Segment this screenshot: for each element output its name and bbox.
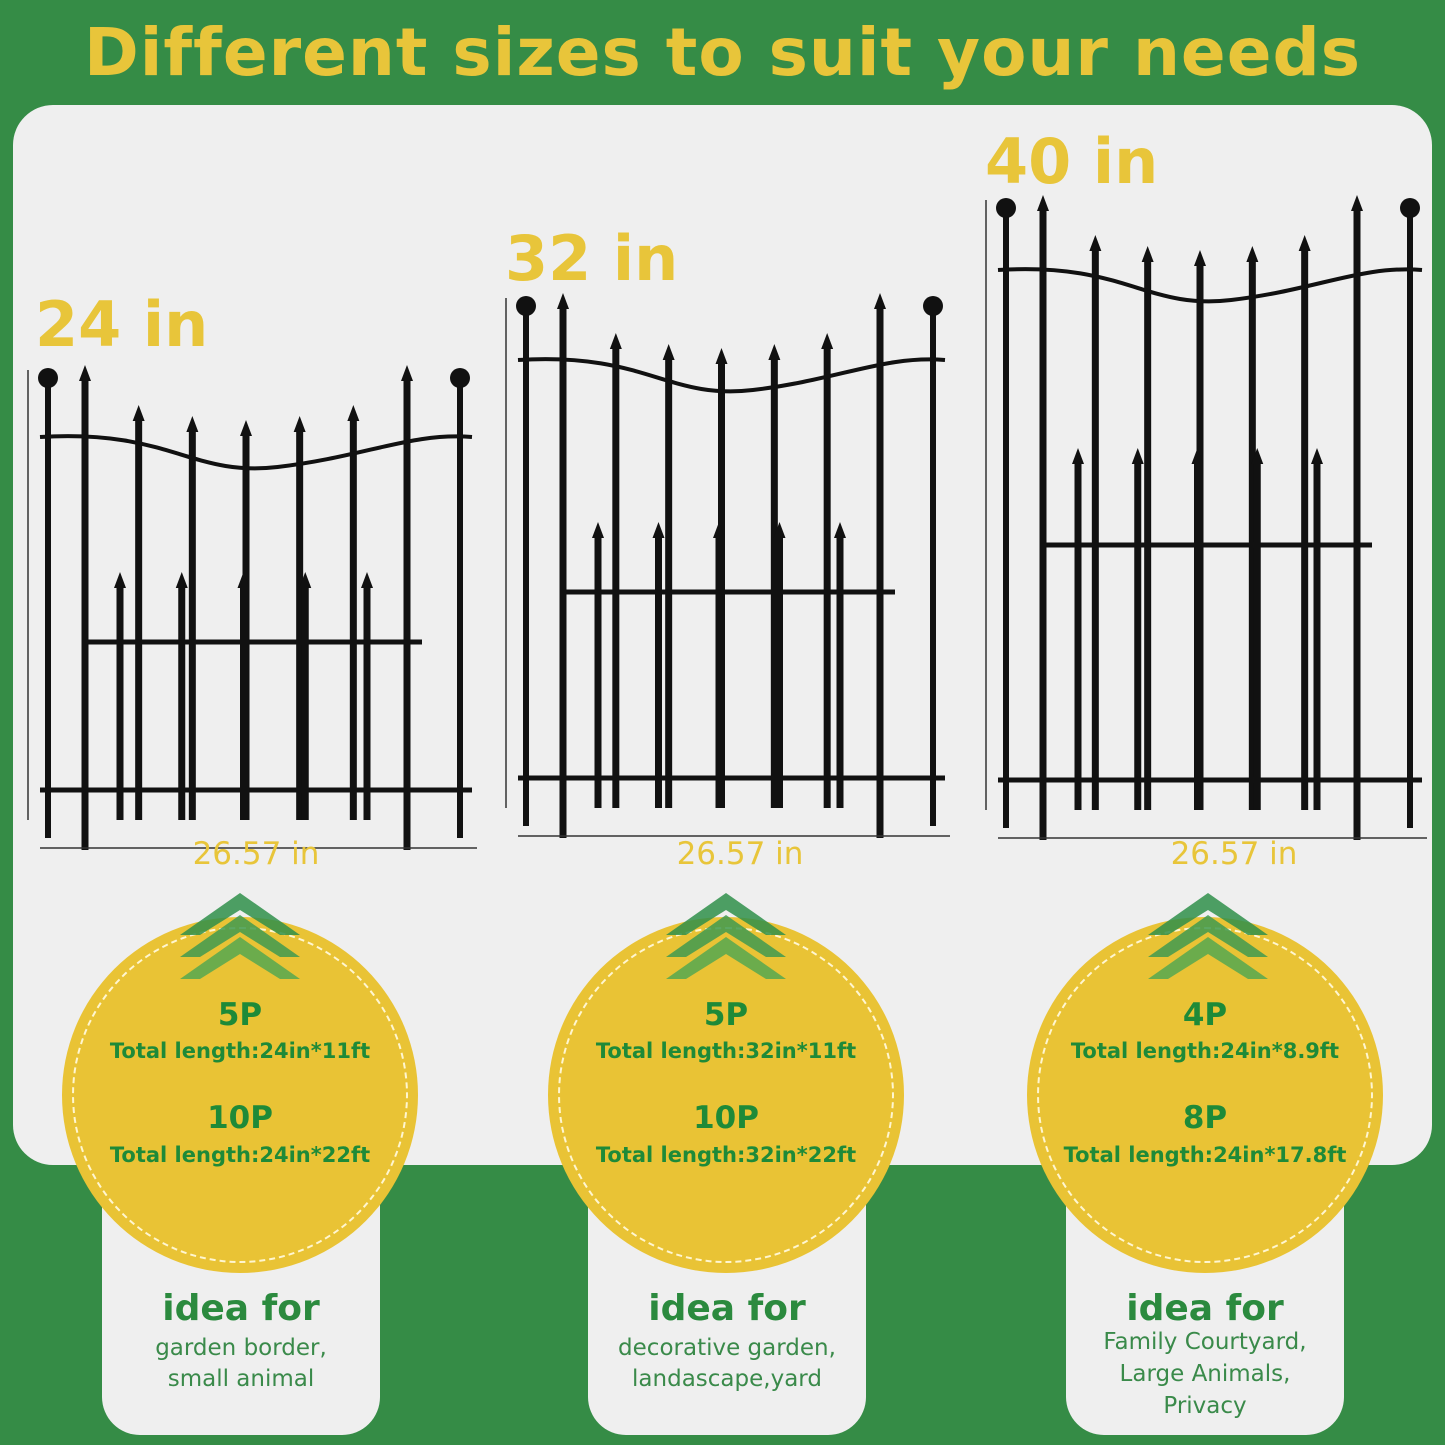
total-length: Total length:32in*22ft <box>595 1143 857 1167</box>
fence-32-picket-tip <box>874 293 886 309</box>
fence-40-short-picket-tip <box>1131 448 1144 464</box>
fence-24-picket-tip <box>240 420 252 436</box>
pack-count: 4P <box>1182 997 1228 1033</box>
fence-40-short-picket-tip <box>1311 448 1323 464</box>
pack-count: 5P <box>703 997 749 1033</box>
fence-40-post-ball <box>996 198 1016 218</box>
width-label-32: 26.57 in <box>676 836 804 872</box>
pack-count: 5P <box>217 997 263 1033</box>
fence-24-post-ball <box>450 368 470 388</box>
fence-32-picket-tip <box>821 333 834 349</box>
fence-40-short-picket-tip <box>1072 448 1084 464</box>
chevron-up-icon <box>1148 937 1268 979</box>
fence-24-short-picket-tip <box>299 572 312 588</box>
pack-circle-40: 4P Total length:24in*8.9ft 8P Total leng… <box>1027 917 1383 1273</box>
fence-32-short-picket-tip <box>713 522 725 538</box>
fence-32-picket-tip <box>768 343 781 360</box>
pack-circle-32: 5P Total length:32in*11ft 10P Total leng… <box>548 917 904 1273</box>
width-label-24: 26.57 in <box>192 836 320 872</box>
chevron-up-icon <box>180 893 300 935</box>
fence-24-short-picket-tip <box>114 572 126 588</box>
fence-24-short-picket-tip <box>175 572 188 588</box>
fence-40-picket-tip <box>1194 250 1206 266</box>
fence-24-short-picket-tip <box>361 572 373 588</box>
pack-count: 8P <box>1182 1100 1228 1136</box>
fence-24-picket-tip <box>401 365 413 381</box>
chevron-up-icon <box>1148 893 1268 935</box>
chevron-up-icon <box>666 915 786 957</box>
use-list: decorative garden, landascape,yard <box>588 1333 866 1395</box>
page-title: Different sizes to suit your needs <box>84 14 1361 91</box>
chevron-up-icon <box>1148 915 1268 957</box>
idea-heading: idea for <box>162 1288 320 1329</box>
total-length: Total length:24in*8.9ft <box>1070 1039 1340 1063</box>
fence-40-top-rail <box>997 267 1423 304</box>
fence-24-picket-tip <box>186 415 199 432</box>
fence-32-picket-tip <box>662 343 675 360</box>
use-item: garden border, <box>155 1335 327 1361</box>
chevron-up-icon <box>666 893 786 935</box>
fence-24-picket-tip <box>132 405 145 421</box>
idea-heading: idea for <box>1126 1288 1284 1329</box>
use-item: Family Courtyard, <box>1103 1329 1307 1355</box>
fence-40-short-picket-tip <box>1191 448 1204 464</box>
fence-32-short-picket-tip <box>773 522 786 538</box>
total-length: Total length:24in*22ft <box>109 1143 371 1167</box>
use-list: garden border, small animal <box>102 1333 380 1395</box>
total-length: Total length:24in*11ft <box>109 1039 371 1063</box>
fence-40-picket-tip <box>1298 235 1311 251</box>
chevron-up-icon <box>180 937 300 979</box>
fence-32-short-picket-tip <box>834 522 846 538</box>
fence-40-picket-tip <box>1141 245 1154 262</box>
use-item: Privacy <box>1163 1393 1247 1419</box>
fence-32-picket-tip <box>715 348 728 364</box>
pack-count: 10P <box>693 1100 759 1136</box>
fence-24-short-picket-tip <box>237 572 250 588</box>
use-list: Family Courtyard, Large Animals, Privacy <box>1066 1326 1344 1422</box>
use-item: small animal <box>167 1366 315 1392</box>
height-label-40: 40 in <box>985 125 1159 198</box>
fence-24-post-ball <box>38 368 58 388</box>
total-length: Total length:24in*17.8ft <box>1063 1143 1347 1167</box>
fence-40-picket-tip <box>1089 235 1102 251</box>
total-length: Total length:32in*11ft <box>595 1039 857 1063</box>
fence-32-post-ball <box>923 296 943 316</box>
fence-40-picket-tip <box>1246 245 1259 262</box>
fence-40-post-ball <box>1400 198 1420 218</box>
use-item: decorative garden, <box>618 1335 836 1361</box>
pack-count: 10P <box>207 1100 273 1136</box>
width-label-40: 26.57 in <box>1170 836 1298 872</box>
fence-24-picket-tip <box>293 415 306 432</box>
fence-32-post-ball <box>516 296 536 316</box>
use-item: Large Animals, <box>1119 1361 1291 1387</box>
fence-24-picket-tip <box>79 365 91 381</box>
fence-24-picket-tip <box>347 405 360 421</box>
fence-40-picket-tip <box>1351 195 1363 211</box>
chevron-up-icon <box>666 937 786 979</box>
fence-24-top-rail <box>39 434 473 471</box>
fence-32-top-rail <box>517 357 946 394</box>
fence-32-short-picket-tip <box>592 522 604 538</box>
fence-32-picket-tip <box>557 293 569 309</box>
height-label-24: 24 in <box>35 288 209 361</box>
idea-heading: idea for <box>648 1288 806 1329</box>
fence-32-short-picket-tip <box>652 522 665 538</box>
use-item: landascape,yard <box>632 1366 822 1392</box>
pack-circle-24: 5P Total length:24in*11ft 10P Total leng… <box>62 917 418 1273</box>
fence-40-picket-tip <box>1037 195 1049 211</box>
chevron-up-icon <box>180 915 300 957</box>
height-label-32: 32 in <box>505 222 679 295</box>
fence-40-short-picket-tip <box>1251 448 1264 464</box>
fence-32-picket-tip <box>609 333 622 349</box>
